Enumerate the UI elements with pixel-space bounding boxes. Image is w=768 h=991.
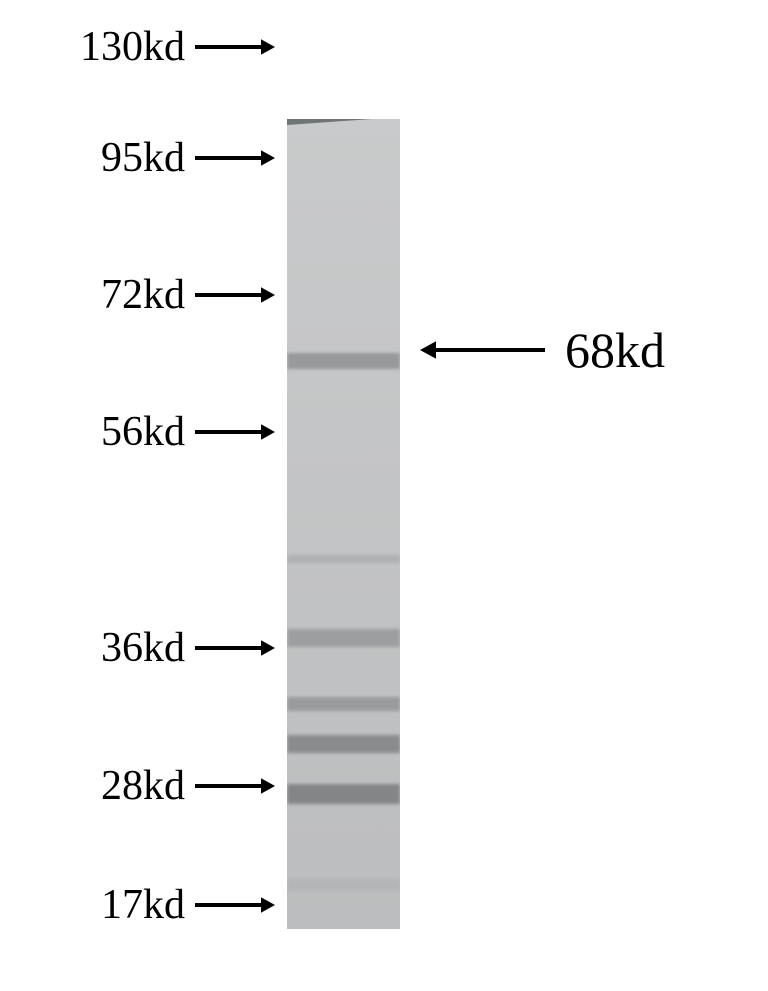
marker-arrow-icon	[195, 144, 275, 172]
marker-arrow-icon	[195, 634, 275, 662]
marker-label: 36kd	[101, 627, 185, 669]
marker-label: 130kd	[80, 26, 185, 68]
gel-lane	[287, 119, 400, 929]
target-arrow-icon	[420, 334, 545, 366]
marker-arrow-icon	[195, 891, 275, 919]
marker-label: 17kd	[101, 884, 185, 926]
gel-band	[287, 555, 400, 563]
gel-band	[287, 784, 400, 804]
gel-band	[287, 697, 400, 711]
marker-arrow-icon	[195, 418, 275, 446]
gel-band	[287, 735, 400, 753]
marker-arrow-icon	[195, 772, 275, 800]
gel-band	[287, 879, 400, 891]
marker-label: 28kd	[101, 765, 185, 807]
marker-arrow-icon	[195, 33, 275, 61]
marker-label: 95kd	[101, 137, 185, 179]
target-band-label: 68kd	[565, 325, 665, 375]
marker-arrow-icon	[195, 281, 275, 309]
gel-lane-background	[287, 119, 400, 929]
gel-band	[287, 629, 400, 647]
gel-band	[287, 353, 400, 369]
marker-label: 56kd	[101, 411, 185, 453]
marker-label: 72kd	[101, 274, 185, 316]
